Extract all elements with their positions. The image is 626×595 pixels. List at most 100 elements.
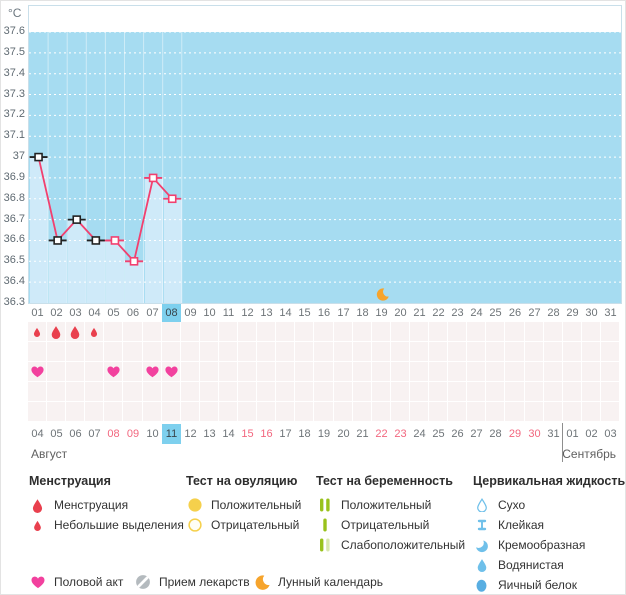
event-cell[interactable] (181, 402, 200, 422)
calendar-date[interactable]: 19 (317, 428, 331, 440)
event-cell[interactable] (123, 322, 143, 342)
event-cell[interactable] (162, 322, 181, 342)
calendar-date[interactable]: 03 (604, 428, 617, 440)
event-cell[interactable] (85, 402, 104, 422)
event-cell[interactable] (486, 402, 505, 422)
event-cell[interactable] (200, 322, 219, 342)
event-cell[interactable] (143, 362, 162, 382)
event-cell[interactable] (276, 342, 295, 362)
calendar-date[interactable]: 13 (203, 428, 216, 440)
cycle-day-label[interactable]: 04 (88, 307, 101, 319)
event-cell[interactable] (448, 402, 467, 422)
event-cell[interactable] (123, 382, 143, 402)
calendar-date[interactable]: 31 (547, 428, 560, 440)
event-cell[interactable] (66, 342, 85, 362)
event-cell[interactable] (123, 362, 143, 382)
event-cell[interactable] (104, 362, 123, 382)
cycle-day-label[interactable]: 17 (337, 307, 350, 319)
event-cell[interactable] (295, 342, 314, 362)
event-cell[interactable] (143, 322, 162, 342)
calendar-date[interactable]: 23 (394, 428, 407, 440)
event-cell[interactable] (47, 322, 66, 342)
event-cell[interactable] (505, 322, 525, 342)
event-cell[interactable] (353, 322, 372, 342)
event-cell[interactable] (391, 402, 410, 422)
event-cell[interactable] (410, 322, 429, 342)
event-cell[interactable] (28, 382, 47, 402)
temperature-marker[interactable] (91, 236, 101, 245)
cycle-day-label[interactable]: 16 (317, 307, 331, 319)
event-cell[interactable] (85, 362, 104, 382)
event-cell[interactable] (372, 362, 391, 382)
event-cell[interactable] (47, 342, 66, 362)
event-cell[interactable] (295, 322, 314, 342)
cycle-day-label[interactable]: 29 (566, 307, 579, 319)
event-cell[interactable] (314, 322, 334, 342)
event-cell[interactable] (162, 362, 181, 382)
event-cell[interactable] (143, 382, 162, 402)
event-cell[interactable] (219, 322, 238, 342)
event-cell[interactable] (47, 382, 66, 402)
event-cell[interactable] (486, 362, 505, 382)
temperature-marker[interactable] (72, 215, 82, 224)
calendar-date[interactable]: 18 (298, 428, 311, 440)
calendar-date[interactable]: 06 (69, 428, 82, 440)
calendar-date[interactable]: 07 (88, 428, 101, 440)
event-cell[interactable] (123, 402, 143, 422)
event-cell[interactable] (334, 382, 353, 402)
event-cell[interactable] (200, 362, 219, 382)
cycle-day-label[interactable]: 03 (69, 307, 82, 319)
calendar-date[interactable]: 14 (222, 428, 235, 440)
event-cell[interactable] (486, 342, 505, 362)
event-cell[interactable] (486, 322, 505, 342)
temperature-marker[interactable] (167, 194, 177, 204)
event-cell[interactable] (314, 362, 334, 382)
cycle-day-label[interactable]: 13 (260, 307, 273, 319)
cycle-day-label[interactable]: 18 (356, 307, 369, 319)
event-cell[interactable] (257, 382, 276, 402)
calendar-date[interactable]: 27 (470, 428, 483, 440)
event-cell[interactable] (372, 402, 391, 422)
calendar-date[interactable]: 02 (585, 428, 598, 440)
cycle-day-label[interactable]: 14 (279, 307, 292, 319)
event-cell[interactable] (219, 382, 238, 402)
event-cell[interactable] (181, 342, 200, 362)
event-cell[interactable] (219, 342, 238, 362)
event-cell[interactable] (28, 322, 47, 342)
event-cell[interactable] (257, 342, 276, 362)
cycle-day-label[interactable]: 12 (241, 307, 254, 319)
calendar-date[interactable]: 28 (489, 428, 502, 440)
event-cell[interactable] (582, 322, 601, 342)
event-cell[interactable] (563, 362, 582, 382)
calendar-date[interactable]: 01 (566, 428, 579, 440)
event-cell[interactable] (467, 382, 486, 402)
event-cell[interactable] (429, 362, 448, 382)
event-cell[interactable] (563, 402, 582, 422)
event-cell[interactable] (601, 402, 620, 422)
cycle-day-label[interactable]: 19 (375, 307, 388, 319)
event-cell[interactable] (448, 322, 467, 342)
event-cell[interactable] (372, 322, 391, 342)
event-cell[interactable] (143, 402, 162, 422)
event-cell[interactable] (181, 382, 200, 402)
temperature-marker[interactable] (148, 173, 158, 183)
calendar-date[interactable]: 22 (375, 428, 388, 440)
cycle-day-label[interactable]: 24 (470, 307, 483, 319)
event-cell[interactable] (372, 342, 391, 362)
calendar-date[interactable]: 10 (146, 428, 159, 440)
event-cell[interactable] (66, 382, 85, 402)
event-cell[interactable] (47, 402, 66, 422)
event-cell[interactable] (410, 382, 429, 402)
calendar-date[interactable]: 15 (241, 428, 254, 440)
event-cell[interactable] (601, 362, 620, 382)
event-cell[interactable] (505, 362, 525, 382)
cycle-day-label[interactable]: 05 (107, 307, 120, 319)
event-cell[interactable] (505, 342, 525, 362)
calendar-date[interactable]: 16 (260, 428, 273, 440)
calendar-date[interactable]: 12 (184, 428, 197, 440)
event-cell[interactable] (66, 322, 85, 342)
event-cell[interactable] (219, 362, 238, 382)
event-cell[interactable] (448, 362, 467, 382)
event-cell[interactable] (162, 342, 181, 362)
event-cell[interactable] (467, 362, 486, 382)
